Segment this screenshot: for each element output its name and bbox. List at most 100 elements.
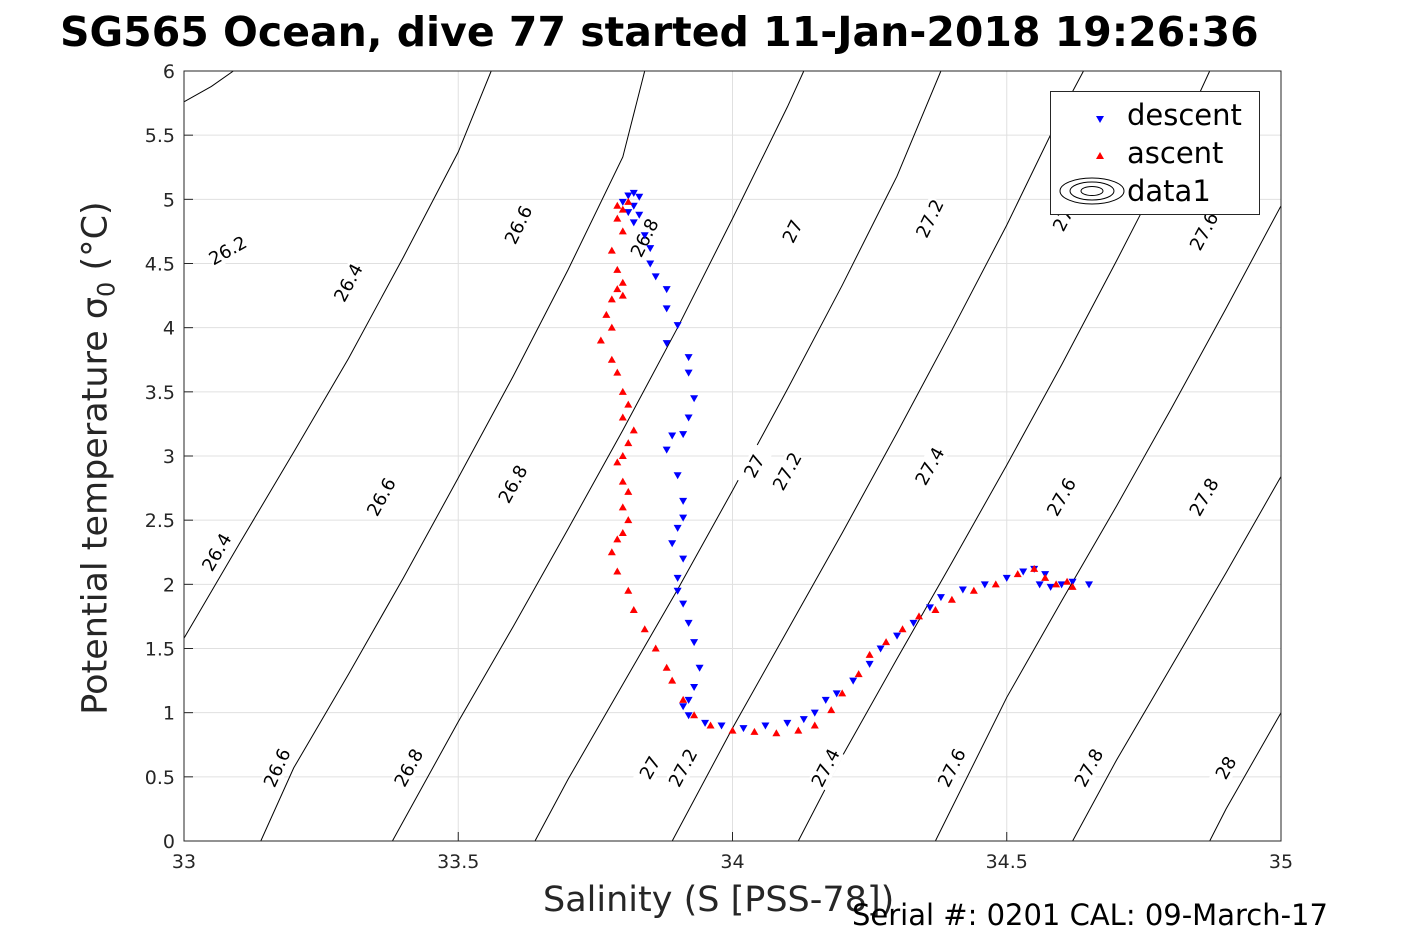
- contour-label: 26.8: [495, 462, 533, 507]
- descent-point: [690, 639, 699, 647]
- descent-point: [783, 719, 792, 727]
- y-axis-label-unit: (°C): [75, 201, 116, 282]
- descent-point: [673, 574, 682, 582]
- descent-marker-icon: [1096, 116, 1104, 123]
- ascent-point: [613, 368, 622, 376]
- descent-point: [635, 193, 644, 201]
- ascent-point: [624, 197, 633, 205]
- chart-title: SG565 Ocean, dive 77 started 11-Jan-2018…: [60, 8, 1259, 56]
- y-tick-label: 2.5: [145, 510, 175, 532]
- descent-point: [635, 211, 644, 219]
- ascent-point: [618, 529, 627, 536]
- ascent-point: [1041, 573, 1050, 581]
- descent-point: [1046, 583, 1055, 591]
- y-tick-label: 4: [163, 318, 175, 340]
- descent-point: [679, 703, 688, 711]
- ascent-series: [596, 197, 1077, 737]
- ascent-point: [947, 595, 956, 603]
- contour-label: 27.4: [808, 745, 845, 790]
- y-tick-label: 3.5: [145, 382, 175, 404]
- legend-item-ascent: ascent: [1051, 134, 1259, 170]
- contour-label: 26.4: [198, 530, 236, 575]
- contour-label: 26.2: [206, 232, 251, 270]
- ascent-point: [838, 689, 847, 697]
- descent-point: [646, 245, 655, 253]
- contour-label-bg: [1043, 474, 1081, 520]
- y-tick-label: 0: [163, 831, 175, 853]
- y-tick-label: 5.5: [145, 125, 175, 147]
- contour-label-bg: [198, 529, 236, 575]
- descent-point: [668, 540, 677, 548]
- descent-point: [1085, 581, 1094, 589]
- contour-label: 26.6: [363, 475, 401, 520]
- legend-label-descent: descent: [1127, 98, 1242, 132]
- descent-point: [876, 645, 885, 653]
- ascent-point: [618, 227, 627, 235]
- descent-point: [1057, 581, 1066, 589]
- y-axis-label-sigma: σ: [75, 296, 116, 320]
- x-tick-label: 33.5: [437, 851, 479, 873]
- contour-label-bg: [631, 745, 669, 791]
- contour-label-bg: [774, 209, 811, 254]
- ascent-point: [618, 452, 627, 459]
- contour-line: [934, 205, 1281, 841]
- x-tick-label: 34: [720, 851, 744, 873]
- contour-label-bg: [1207, 745, 1245, 791]
- descent-point: [1002, 574, 1011, 582]
- ascent-point: [810, 721, 819, 729]
- ascent-point: [607, 246, 616, 254]
- ascent-point: [750, 727, 759, 735]
- ascent-point: [629, 606, 638, 613]
- y-tick-label: 5: [163, 189, 175, 211]
- descent-point: [799, 716, 808, 724]
- contour-label: 27.2: [665, 745, 702, 790]
- ascent-point: [602, 310, 611, 318]
- y-tick-label: 0.5: [145, 767, 175, 789]
- ascent-point: [624, 586, 633, 594]
- ascent-point: [854, 670, 863, 678]
- descent-point: [925, 604, 934, 612]
- descent-point: [761, 722, 770, 730]
- ascent-point: [1013, 570, 1022, 578]
- y-tick-label: 1: [163, 703, 175, 725]
- descent-point: [668, 432, 677, 440]
- ascent-point: [618, 278, 627, 286]
- descent-point: [821, 696, 830, 704]
- contour-label-bg: [736, 443, 773, 489]
- descent-point: [640, 232, 649, 240]
- contour-label-bg: [205, 232, 251, 270]
- contour-label-bg: [363, 474, 400, 520]
- ascent-point: [1063, 577, 1072, 585]
- contour-label-bg: [912, 196, 948, 241]
- ascent-point: [607, 295, 616, 303]
- ascent-point: [624, 400, 633, 408]
- ascent-point: [613, 285, 622, 293]
- ascent-point: [618, 205, 627, 213]
- descent-point: [684, 354, 693, 362]
- descent-point: [651, 273, 660, 281]
- contour-label-bg: [1185, 209, 1223, 254]
- ascent-point: [624, 487, 633, 495]
- legend-label-ascent: ascent: [1127, 136, 1224, 170]
- ascent-point: [865, 650, 874, 658]
- ascent-point: [613, 458, 622, 466]
- descent-point: [980, 581, 989, 589]
- descent-point: [673, 524, 682, 532]
- contour-label: 27.8: [1071, 745, 1109, 790]
- ascent-point: [629, 426, 638, 434]
- descent-point: [679, 600, 688, 608]
- descent-point: [684, 414, 693, 422]
- ascent-point: [607, 323, 616, 331]
- ascent-point: [662, 663, 671, 671]
- contour-line: [534, 71, 942, 841]
- x-axis-label: Salinity (S [PSS-78]): [543, 880, 895, 920]
- contour-line: [1072, 476, 1281, 841]
- x-tick-label: 33: [172, 851, 196, 873]
- contour-label: 26.8: [390, 745, 428, 790]
- ascent-point: [969, 586, 978, 594]
- ascent-point: [1030, 564, 1039, 572]
- descent-point: [662, 286, 671, 294]
- descent-point: [673, 472, 682, 480]
- x-tick-label: 35: [1269, 851, 1293, 873]
